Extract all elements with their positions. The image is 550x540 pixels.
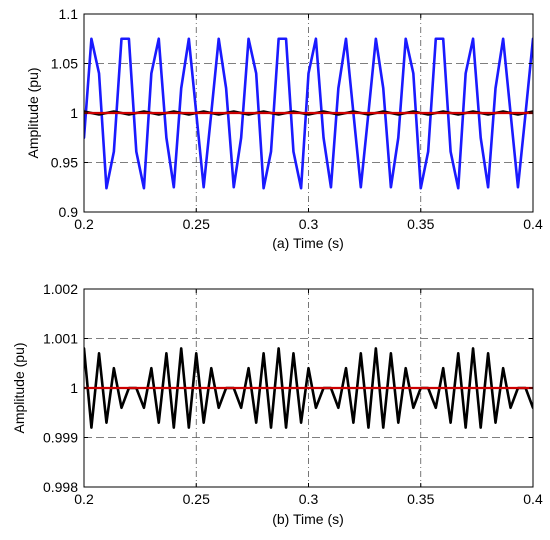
y-tick-label: 1: [70, 105, 78, 121]
x-tick-label: 0.2: [74, 491, 94, 507]
x-tick-label: 0.35: [407, 491, 434, 507]
series-line-b-0: [84, 347, 533, 429]
ticks-b: 0.2 0.25 0.3 0.35 0.4 0.998 0.999 1 1.001 1.002: [43, 281, 543, 507]
series-b: [84, 347, 533, 429]
y-tick-label: 0.9: [59, 204, 79, 220]
y-axis-label-a: Amplitude (pu): [25, 67, 41, 158]
x-tick-label: 0.25: [183, 216, 210, 232]
y-tick-label: 1.05: [51, 56, 78, 72]
panel-a: 0.2 0.25 0.3 0.35 0.4 0.9 0.95 1 1.05 1.1 Amplitu…: [25, 6, 543, 251]
y-tick-label: 1.002: [43, 281, 78, 297]
y-tick-label: 1.001: [43, 331, 78, 347]
y-tick-label: 1.1: [59, 6, 79, 22]
ticks-a: 0.2 0.25 0.3 0.35 0.4 0.9 0.95 1 1.05 1.1: [51, 6, 543, 232]
x-axis-label-a: (a) Time (s): [272, 235, 344, 251]
y-tick-label: 1: [70, 380, 78, 396]
x-tick-label: 0.35: [407, 216, 434, 232]
series-line-a-1: [84, 110, 533, 116]
y-tick-label: 0.999: [43, 430, 78, 446]
series-a: [84, 37, 533, 190]
y-tick-label: 0.998: [43, 479, 78, 495]
x-axis-label-b: (b) Time (s): [272, 511, 344, 527]
series-line-a-0: [84, 37, 533, 190]
x-tick-label: 0.2: [74, 216, 94, 232]
panel-b: 0.2 0.25 0.3 0.35 0.4 0.998 0.999 1 1.001 1.002 A…: [11, 281, 543, 527]
x-tick-label: 0.3: [299, 491, 319, 507]
y-axis-label-b: Amplitude (pu): [11, 342, 27, 433]
x-tick-label: 0.4: [523, 216, 543, 232]
x-tick-label: 0.25: [183, 491, 210, 507]
x-tick-label: 0.4: [523, 491, 543, 507]
x-tick-label: 0.3: [299, 216, 319, 232]
y-tick-label: 0.95: [51, 155, 78, 171]
